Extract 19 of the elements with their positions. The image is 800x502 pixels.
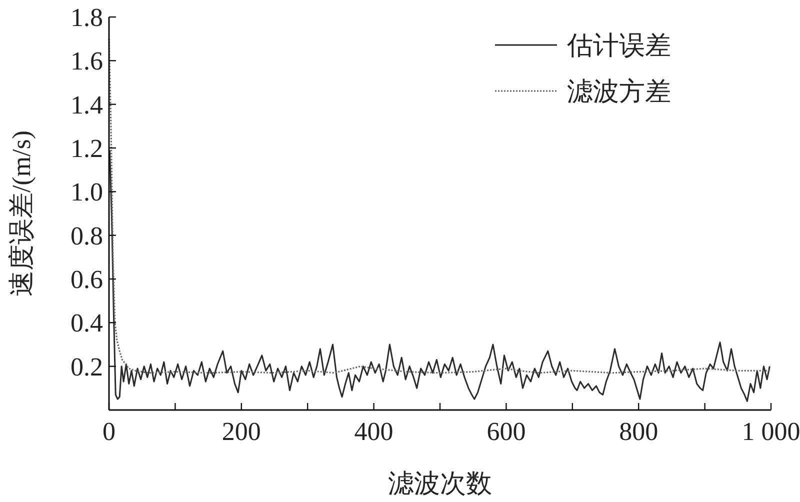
y-axis-title: 速度误差/(m/s) bbox=[7, 130, 36, 297]
x-tick-label: 1 000 bbox=[742, 417, 800, 446]
y-tick-label: 1.2 bbox=[70, 134, 103, 163]
y-tick-label: 1.0 bbox=[70, 178, 103, 207]
y-tick-label: 1.4 bbox=[70, 90, 103, 120]
x-tick-label: 0 bbox=[102, 417, 116, 446]
y-tick-label: 0.2 bbox=[70, 352, 103, 382]
legend-label: 估计误差 bbox=[566, 31, 671, 60]
x-tick-label: 200 bbox=[222, 417, 261, 446]
x-tick-label: 600 bbox=[486, 417, 526, 446]
y-tick-label: 0.8 bbox=[70, 221, 103, 250]
y-tick-label: 1.6 bbox=[70, 46, 103, 76]
y-tick-label: 0.6 bbox=[70, 265, 103, 294]
legend-label: 滤波方差 bbox=[567, 77, 671, 106]
x-tick-label: 400 bbox=[354, 417, 394, 446]
y-tick-label: 0.4 bbox=[70, 308, 103, 338]
y-tick-label: 1.8 bbox=[70, 3, 103, 32]
x-axis-title: 滤波次数 bbox=[388, 469, 492, 498]
x-tick-label: 800 bbox=[619, 417, 658, 446]
